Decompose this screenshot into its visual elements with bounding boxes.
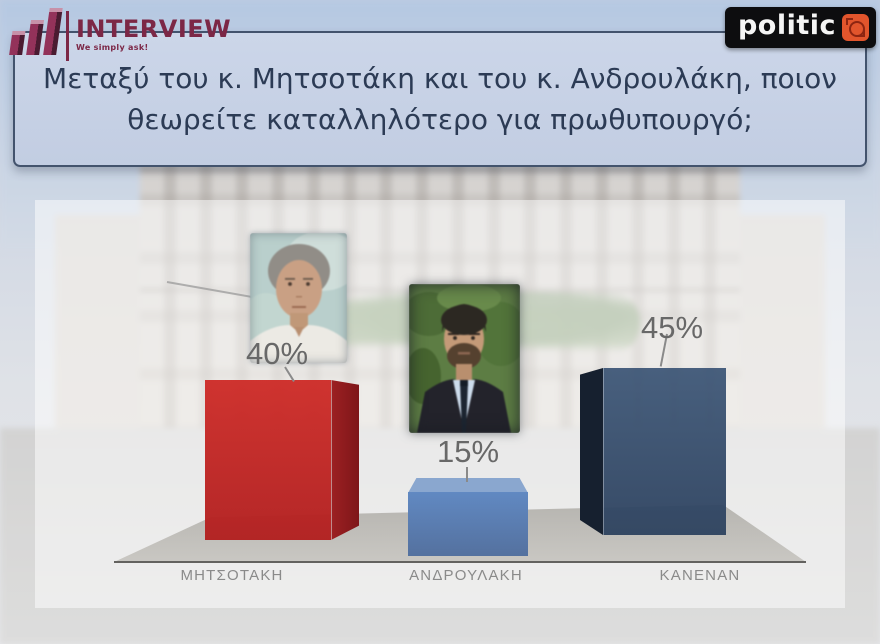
category-label-mitsotakis: ΜΗΤΣΟΤΑΚΗ <box>180 567 284 584</box>
photo-androulakis <box>409 284 520 433</box>
question-line-2: θεωρείτε καταλληλότερο για πρωθυπουργό; <box>127 102 753 136</box>
bar-kanenan-side <box>580 368 603 535</box>
category-label-androulakis: ΑΝΔΡΟΥΛΑΚΗ <box>409 567 523 584</box>
value-label-androulakis: 15% <box>436 434 500 469</box>
focus-ring <box>849 21 865 37</box>
value-label-mitsotakis: 40% <box>245 336 309 371</box>
callout-line-androulakis <box>466 467 468 482</box>
logo-divider <box>66 11 69 61</box>
question-banner: Μεταξύ του κ. Μητσοτάκη και του κ. Ανδρο… <box>13 31 867 167</box>
focus-target-icon <box>842 14 869 41</box>
value-label-kanenan: 45% <box>640 310 704 345</box>
bar-chart-icon <box>8 8 63 61</box>
politic-logo-text: politic <box>737 10 836 41</box>
politic-logo: politic <box>724 7 876 48</box>
question-line-1: Μεταξύ του κ. Μητσοτάκη και του κ. Ανδρο… <box>43 61 837 95</box>
bar-mitsotakis-side <box>331 380 359 540</box>
bar-androulakis <box>408 492 528 556</box>
photo-mitsotakis <box>250 233 347 363</box>
photo-border-vignette <box>409 284 520 433</box>
interview-logo-title: INTERVIEW <box>76 15 232 43</box>
interview-logo-tagline: We simply ask! <box>76 43 149 52</box>
category-label-kanenan: ΚΑΝΕΝΑΝ <box>659 567 741 584</box>
bar-kanenan <box>603 368 726 535</box>
interview-logo: INTERVIEW We simply ask! <box>9 3 231 61</box>
chart-floor-edge <box>114 561 806 563</box>
bar-androulakis-top <box>408 478 528 493</box>
bar-mitsotakis <box>205 380 331 540</box>
interview-logo-text: INTERVIEW We simply ask! <box>76 17 231 61</box>
